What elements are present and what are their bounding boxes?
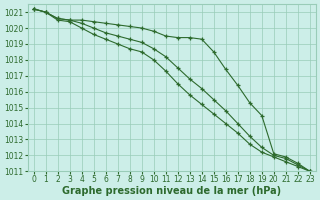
X-axis label: Graphe pression niveau de la mer (hPa): Graphe pression niveau de la mer (hPa): [62, 186, 281, 196]
